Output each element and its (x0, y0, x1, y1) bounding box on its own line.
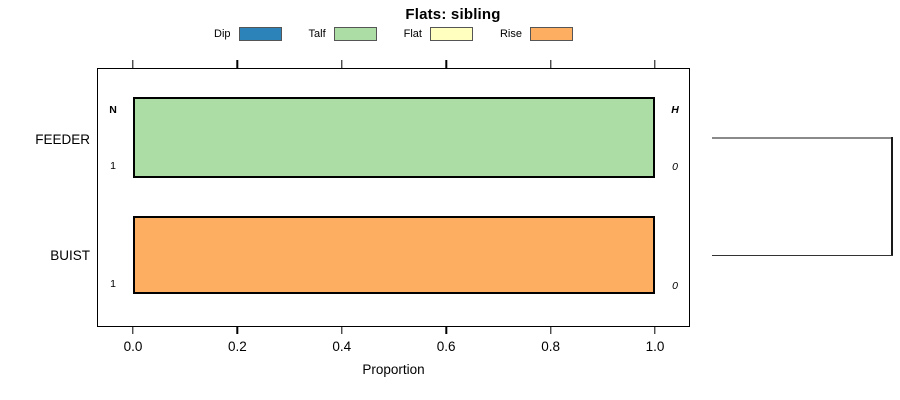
axis-tick (549, 60, 552, 68)
bar-row (133, 216, 655, 294)
bar-fill (133, 97, 655, 178)
axis-tick (654, 327, 656, 334)
axis-tick (341, 327, 343, 334)
axis-tick (445, 327, 447, 334)
axis-tick (236, 60, 239, 68)
x-tick-label: 0.4 (332, 339, 352, 354)
annotation-one: 1 (110, 160, 116, 172)
annotation-zero: 0 (672, 280, 678, 292)
axis-tick (445, 60, 447, 68)
chart-title: Flats: sibling (405, 6, 501, 23)
x-axis-ticks-top (132, 60, 656, 68)
category-label-buist: BUIST (50, 248, 90, 263)
legend-swatch (429, 27, 473, 41)
x-tick-label: 1.0 (645, 339, 665, 354)
x-tick-label: 0.8 (541, 339, 560, 354)
x-tick-label: 0.2 (228, 339, 247, 354)
axis-tick (654, 60, 656, 68)
annotation-zero: 0 (672, 161, 678, 173)
legend-label: Rise (499, 27, 522, 40)
dendrogram-bottom-link (712, 254, 893, 257)
axis-tick (549, 327, 552, 334)
legend-label: Flat (403, 27, 422, 40)
axis-tick (236, 327, 239, 334)
dendrogram-top-link (712, 137, 893, 139)
legend-item-dip: Dip (214, 27, 282, 41)
axis-tick (132, 327, 134, 334)
legend-swatch (333, 27, 377, 41)
legend-item-talf: Talf (309, 27, 377, 41)
legend-label: Dip (214, 27, 231, 40)
axis-tick (132, 60, 134, 68)
axis-tick (341, 60, 343, 68)
legend-label: Talf (308, 27, 326, 40)
x-axis-ticks-bottom (132, 327, 656, 334)
x-axis-tick-labels: 0.0 0.2 0.4 0.6 0.8 1.0 (124, 339, 665, 356)
legend-swatch (530, 27, 573, 41)
x-axis-title: Proportion (362, 362, 425, 377)
annotation-h: H (671, 104, 679, 116)
category-label-feeder: FEEDER (35, 132, 90, 147)
legend-swatch (238, 27, 282, 41)
bar-row (133, 97, 655, 178)
x-tick-label: 0.0 (123, 339, 143, 354)
legend: Dip Talf Flat Rise (97, 26, 690, 42)
annotation-n: N (109, 104, 117, 116)
x-tick-label: 0.6 (436, 339, 456, 354)
annotation-one: 1 (110, 278, 116, 290)
legend-item-flat: Flat (404, 27, 473, 41)
dendrogram-vertical-link (891, 137, 894, 256)
bar-fill (133, 216, 655, 294)
legend-item-rise: Rise (500, 27, 573, 41)
